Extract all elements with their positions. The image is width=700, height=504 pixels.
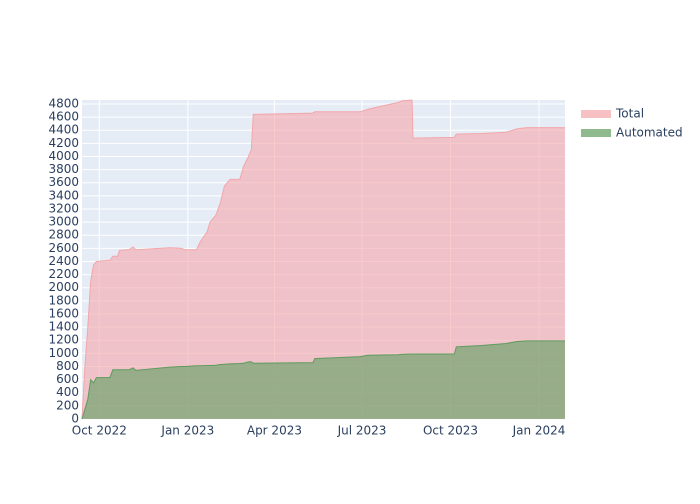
- y-tick-label: 4000: [48, 149, 79, 163]
- y-tick-label: 3800: [48, 162, 79, 176]
- x-tick-label: Jan 2024: [512, 424, 566, 438]
- x-tick-label: Jul 2023: [337, 424, 387, 438]
- y-tick-label: 3200: [48, 201, 79, 215]
- x-tick-label: Jan 2023: [160, 424, 214, 438]
- y-tick-label: 4400: [48, 123, 79, 137]
- area-fill: [82, 340, 565, 419]
- legend-label: Total: [615, 107, 644, 121]
- y-tick-label: 3000: [48, 215, 79, 229]
- y-tick-label: 2200: [48, 267, 79, 281]
- area-line: [81, 99, 565, 420]
- legend-swatch: [581, 129, 611, 137]
- y-tick-label: 4200: [48, 136, 79, 150]
- y-tick-label: 2600: [48, 241, 79, 255]
- area-line: [81, 340, 565, 420]
- y-tick-label: 3400: [48, 188, 79, 202]
- y-tick-label: 200: [56, 398, 79, 412]
- y-tick-label: 1200: [48, 333, 79, 347]
- y-tick-label: 2000: [48, 280, 79, 294]
- y-tick-label: 800: [56, 359, 79, 373]
- y-tick-label: 3600: [48, 175, 79, 189]
- y-tick-label: 400: [56, 385, 79, 399]
- y-tick-label: 2800: [48, 228, 79, 242]
- y-tick-label: 1600: [48, 306, 79, 320]
- area-fill: [82, 100, 565, 419]
- y-tick-label: 600: [56, 372, 79, 386]
- y-tick-label: 4600: [48, 110, 79, 124]
- x-tick-label: Oct 2022: [72, 424, 127, 438]
- y-tick-label: 4800: [48, 96, 79, 110]
- legend-swatch: [581, 110, 611, 118]
- y-tick-label: 0: [71, 412, 79, 426]
- x-tick-label: Apr 2023: [247, 424, 302, 438]
- x-tick-label: Oct 2023: [423, 424, 478, 438]
- y-tick-label: 2400: [48, 254, 79, 268]
- y-tick-label: 1400: [48, 320, 79, 334]
- y-tick-label: 1800: [48, 293, 79, 307]
- y-tick-label: 1000: [48, 346, 79, 360]
- legend-label: Automated: [616, 126, 683, 140]
